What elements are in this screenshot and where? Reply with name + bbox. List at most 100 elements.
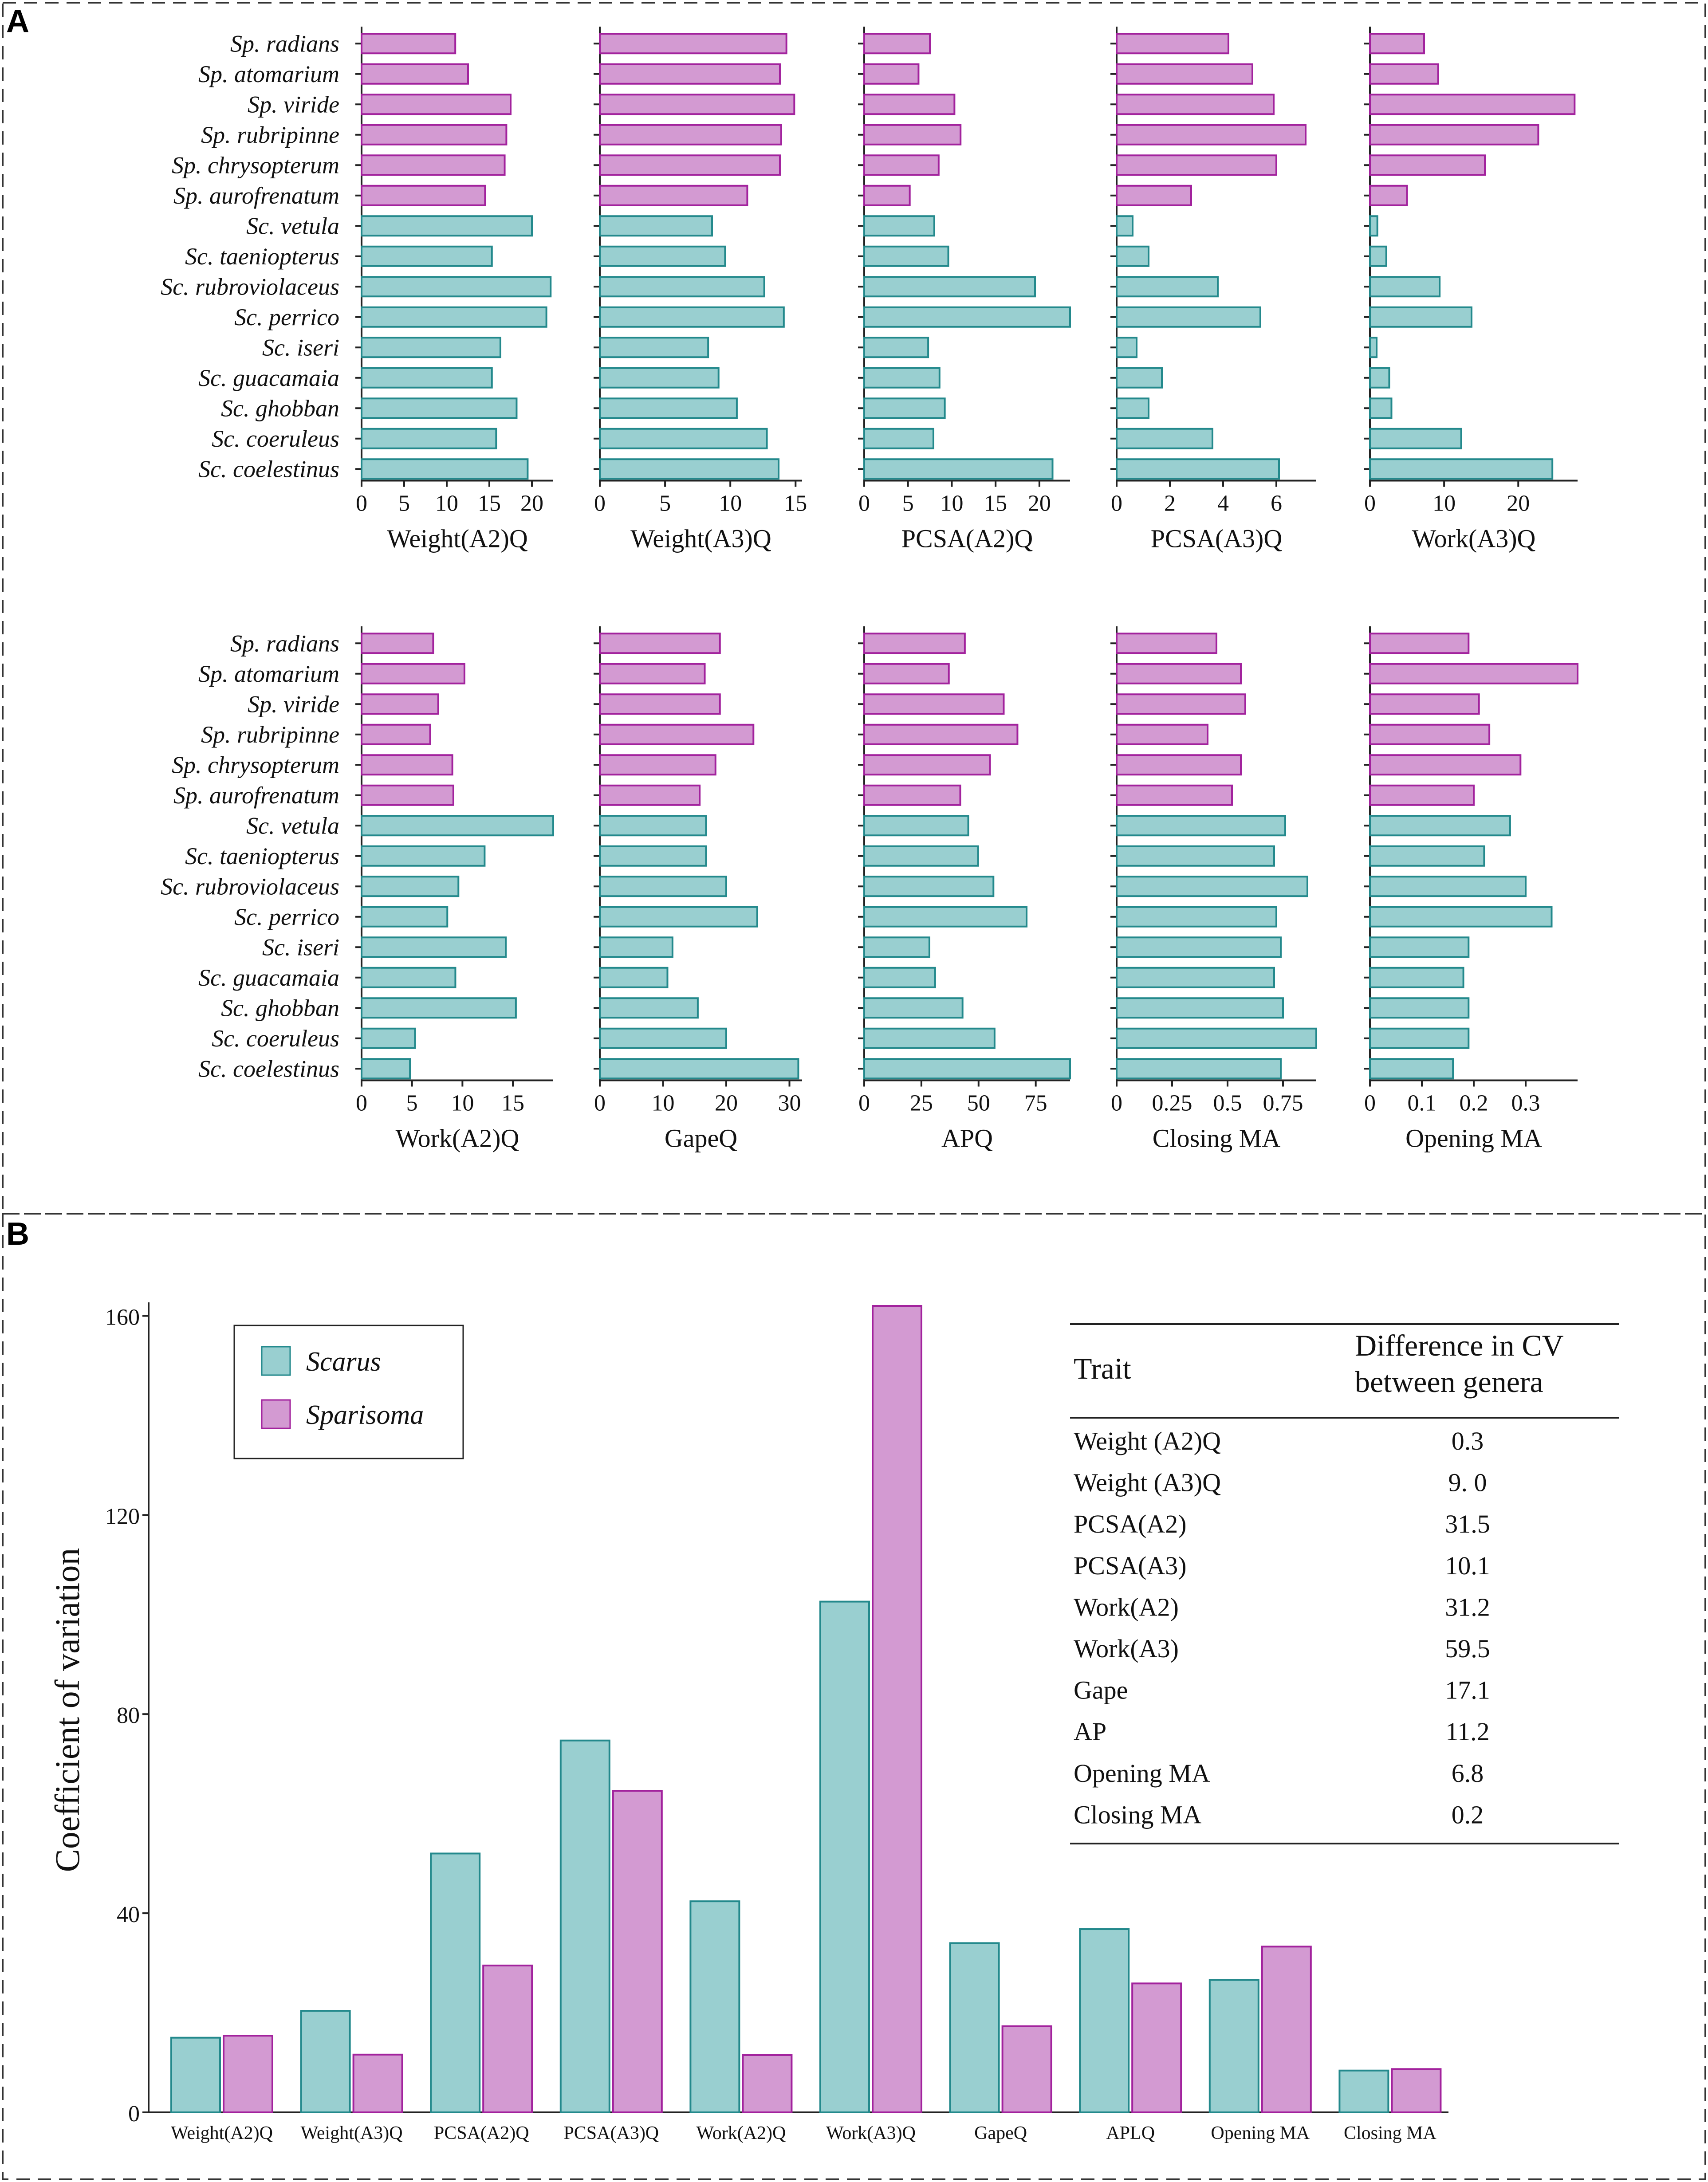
- category-label: APLQ: [1106, 2123, 1155, 2143]
- bar-sc-perrico: [599, 306, 785, 328]
- bar-sp-rubripinne: [361, 723, 431, 745]
- x-axis-label: PCSA(A2)Q: [901, 524, 1033, 553]
- bar-sc-iseri: [1116, 936, 1282, 958]
- table-cell-trait: Weight (A3)Q: [1074, 1468, 1221, 1497]
- x-tick-label: 0.2: [1460, 1091, 1488, 1116]
- table-row: Work(A2) 31.2: [1074, 1592, 1490, 1621]
- bar-sc-coeruleus: [599, 1027, 727, 1049]
- bar-sc-coeruleus: [1116, 1027, 1317, 1049]
- bar-sc-taeniopterus: [1116, 245, 1149, 267]
- bar-sc-guacamaia: [361, 967, 457, 988]
- x-tick-label: 25: [910, 1091, 933, 1116]
- bar-sc-rubroviolaceus: [599, 276, 765, 298]
- x-tick-label: 0: [356, 1091, 367, 1116]
- bar-sc-vetula: [1369, 815, 1511, 837]
- bar-scarus-pcsa-a3-q: [559, 1739, 610, 2113]
- category-label: PCSA(A3)Q: [563, 2123, 659, 2143]
- bar-sp-rubripinne: [599, 124, 782, 145]
- bar-sp-chrysopterum: [863, 754, 991, 776]
- species-label: Sc. perrico: [234, 904, 339, 930]
- bar-sc-taeniopterus: [361, 845, 486, 867]
- table-cell-difference: 17.1: [1445, 1676, 1490, 1705]
- panel-a-bar-grid: Sp. radians Sp. atomarium Sp. viride Sp. ru…: [161, 27, 1578, 1153]
- species-label: Sc. coelestinus: [198, 456, 339, 482]
- bar-sp-radians: [599, 633, 721, 654]
- bar-sc-coeruleus: [361, 1027, 416, 1049]
- species-label: Sc. coeruleus: [212, 425, 339, 452]
- x-tick-label: 10: [719, 491, 742, 516]
- x-axis-label: Opening MA: [1405, 1124, 1542, 1153]
- bar-sc-coeruleus: [863, 428, 934, 449]
- table-cell-difference: 0.2: [1452, 1800, 1484, 1829]
- table-cell-trait: Work(A3): [1074, 1634, 1179, 1663]
- bar-sc-taeniopterus: [1116, 845, 1275, 867]
- bar-sc-coelestinus: [599, 1058, 799, 1080]
- bar-sc-coelestinus: [863, 458, 1054, 480]
- bar-sc-coelestinus: [361, 1058, 411, 1080]
- table-cell-trait: PCSA(A2): [1074, 1510, 1187, 1538]
- species-label: Sp. chrysopterum: [172, 152, 339, 178]
- species-label: Sc. iseri: [262, 334, 339, 361]
- bar-sp-rubripinne: [1116, 124, 1307, 145]
- bar-chart-opening-ma: 0 0.1 0.2 0.3 Opening MA: [1364, 626, 1578, 1153]
- x-tick-label: 0: [1364, 491, 1376, 516]
- x-tick-label: 0: [1364, 1091, 1376, 1116]
- table-row: PCSA(A3) 10.1: [1074, 1551, 1490, 1580]
- bar-sp-viride: [361, 693, 439, 715]
- bar-chart-gapeq: 0 10 20 30 GapeQ: [594, 626, 802, 1153]
- x-tick-label: 0: [858, 491, 870, 516]
- x-axis-label: Closing MA: [1153, 1124, 1281, 1153]
- bar-sc-rubroviolaceus: [863, 876, 995, 897]
- table-cell-difference: 11.2: [1445, 1717, 1489, 1746]
- species-label: Sp. viride: [248, 691, 339, 717]
- legend-label-sparisoma: Sparisoma: [306, 1400, 424, 1430]
- bar-sp-aurofrenatum: [599, 784, 701, 806]
- table-row: Work(A3) 59.5: [1074, 1634, 1490, 1663]
- bar-sp-aurofrenatum: [863, 185, 911, 206]
- bar-sp-rubripinne: [1369, 723, 1491, 745]
- bar-sp-atomarium: [599, 663, 706, 684]
- y-tick-label: 80: [117, 1703, 140, 1728]
- x-axis-label: Work(A2)Q: [396, 1124, 519, 1153]
- bar-sp-atomarium: [1369, 663, 1578, 684]
- category-label: Work(A3)Q: [826, 2123, 916, 2143]
- bar-sparisoma-work-a2-q: [742, 2054, 793, 2113]
- bar-sc-perrico: [599, 906, 758, 928]
- species-label: Sc. vetula: [246, 212, 339, 239]
- x-tick-label: 30: [778, 1091, 801, 1116]
- x-tick-label: 15: [501, 1091, 524, 1116]
- bar-sc-coelestinus: [1369, 1058, 1454, 1080]
- bar-scarus-gapeq: [949, 1942, 1000, 2113]
- bar-sp-rubripinne: [599, 723, 755, 745]
- bar-sc-coelestinus: [1116, 458, 1280, 480]
- table-cell-difference: 31.2: [1445, 1592, 1490, 1621]
- table-header-trait: Trait: [1074, 1352, 1131, 1385]
- bar-sp-atomarium: [1369, 63, 1439, 85]
- bar-scarus-weight-a3-q: [300, 2010, 351, 2114]
- bar-sp-chrysopterum: [361, 754, 453, 776]
- table-cell-difference: 6.8: [1452, 1759, 1484, 1788]
- table-row: AP 11.2: [1074, 1717, 1490, 1746]
- species-label: Sc. vetula: [246, 812, 339, 839]
- x-axis-label: Weight(A2)Q: [387, 524, 527, 553]
- bar-sp-radians: [599, 33, 787, 55]
- bar-sparisoma-work-a3-q: [872, 1305, 922, 2113]
- bar-sc-vetula: [361, 815, 554, 837]
- table-cell-difference: 31.5: [1445, 1510, 1490, 1538]
- x-tick-label: 20: [1028, 491, 1051, 516]
- x-tick-label: 5: [902, 491, 914, 516]
- bar-sc-coelestinus: [361, 458, 529, 480]
- species-label: Sc. coelestinus: [198, 1055, 339, 1082]
- bar-sc-ghobban: [1369, 397, 1393, 419]
- species-label: Sc. taeniopterus: [185, 243, 339, 270]
- legend-swatch-scarus: [261, 1346, 291, 1376]
- bar-sp-aurofrenatum: [361, 185, 486, 206]
- bar-chart-closing-ma: 0 0.25 0.5 0.75 Closing MA: [1110, 626, 1317, 1153]
- bar-sc-rubroviolaceus: [361, 876, 460, 897]
- bar-sp-radians: [1369, 633, 1470, 654]
- bar-sc-perrico: [863, 906, 1028, 928]
- bar-sp-radians: [361, 33, 457, 55]
- bar-sp-atomarium: [863, 63, 920, 85]
- table-cell-difference: 9. 0: [1448, 1468, 1487, 1497]
- species-label: Sc. iseri: [262, 934, 339, 960]
